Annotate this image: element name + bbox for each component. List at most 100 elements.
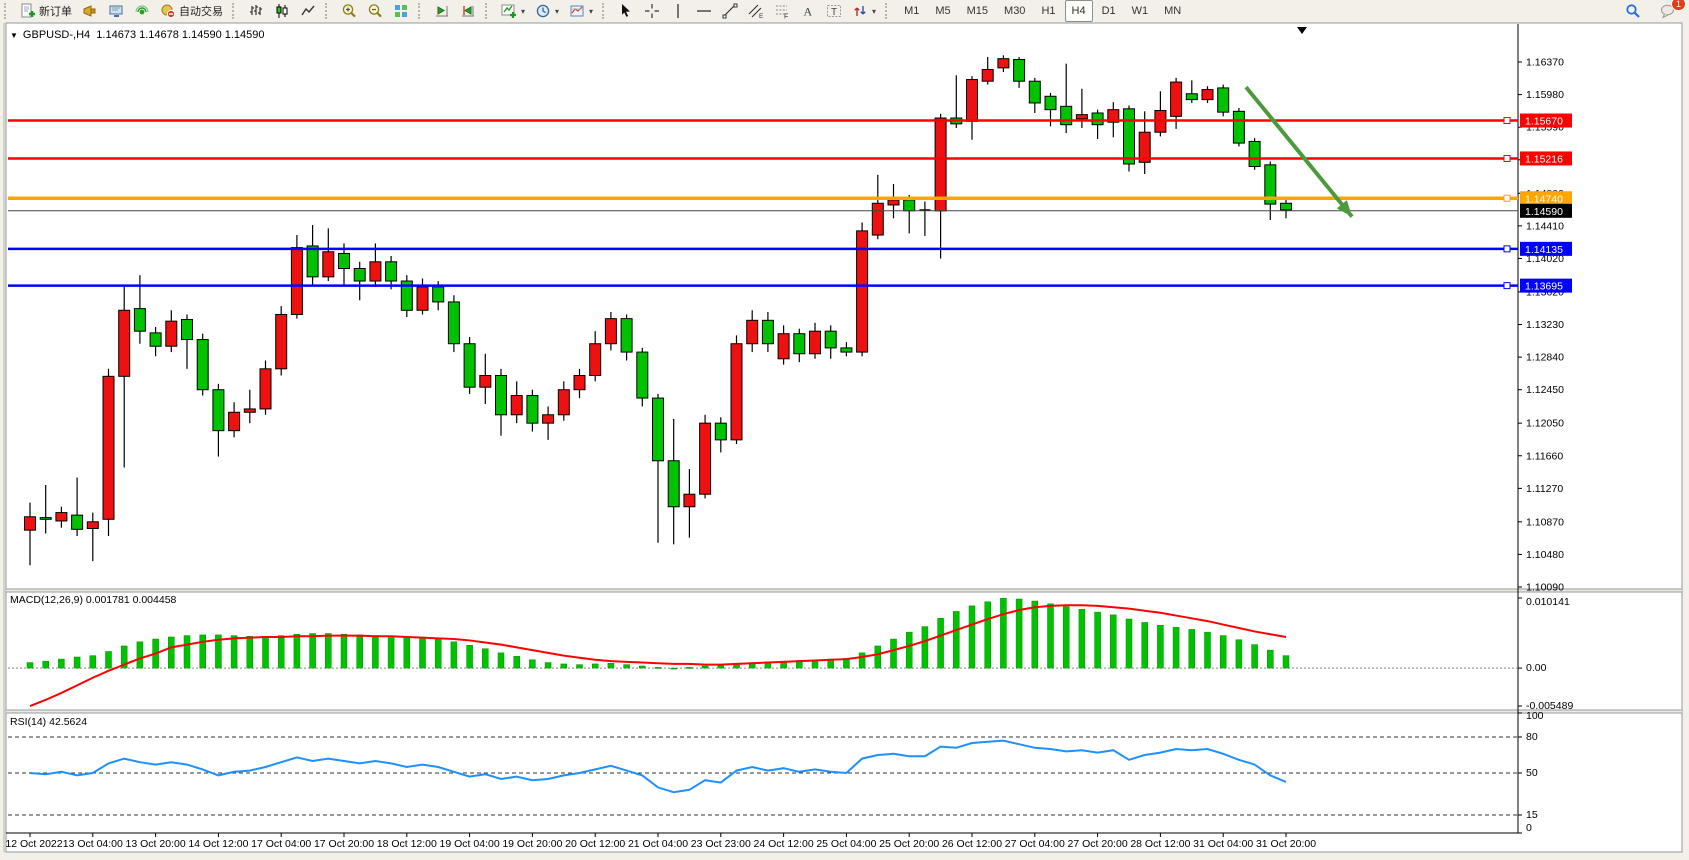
macd-histogram-bar [513, 656, 520, 669]
zoom-in-icon [342, 4, 356, 18]
templates-icon[interactable]: ▾ [565, 0, 597, 22]
candle-body [604, 318, 617, 345]
notifications-button[interactable]: 1 [1656, 0, 1686, 22]
hline-1.15670[interactable]: 1.15670 [8, 113, 1572, 128]
candle-body [667, 460, 680, 508]
timeframe-h4-button[interactable]: H4 [1064, 0, 1093, 22]
indicators-icon[interactable]: ▾ [497, 0, 529, 22]
line-chart-icon[interactable] [296, 0, 320, 22]
timeframe-mn-button[interactable]: MN [1164, 5, 1182, 17]
svg-text:31 Oct 20:00: 31 Oct 20:00 [1256, 838, 1316, 850]
timeframe-h1-button[interactable]: H1 [1041, 5, 1056, 17]
toolbar-grip [885, 3, 892, 19]
candle-body [573, 374, 586, 391]
hline-handle[interactable] [1503, 154, 1511, 162]
svg-text:1.10090: 1.10090 [1526, 582, 1564, 594]
chart-shift-marker-icon[interactable] [1297, 27, 1307, 34]
timeframe-d1-button[interactable]: D1 [1101, 5, 1116, 17]
zoom-in-icon[interactable] [337, 0, 361, 22]
equidistant-channel-icon[interactable]: E [744, 0, 768, 22]
pane-splitter[interactable] [6, 710, 1682, 713]
current-price-label: 1.14590 [1525, 206, 1563, 218]
dropdown-arrow-icon[interactable]: ▾ [589, 6, 594, 16]
auto-trading-button[interactable]: 自动交易 [156, 0, 227, 22]
macd-histogram-bar [215, 634, 222, 669]
timeframe-m5-button[interactable]: M5 [935, 5, 951, 17]
timeframe-w1-button[interactable]: W1 [1131, 5, 1149, 17]
pane-splitter[interactable] [6, 589, 1682, 592]
timeframe-m1-button[interactable]: M1 [904, 5, 920, 17]
rsi-pane: 100 80 50 150 [8, 710, 1544, 834]
hline-handle[interactable] [1503, 117, 1511, 125]
macd-histogram-bar [1000, 598, 1007, 669]
crosshair-icon[interactable] [640, 0, 664, 22]
hline-1.13695[interactable]: 1.13695 [8, 278, 1572, 293]
svg-text:13 Oct 20:00: 13 Oct 20:00 [126, 838, 186, 850]
news-icon[interactable] [78, 0, 102, 22]
fibonacci-icon[interactable]: F [770, 0, 794, 22]
timeframe-m30-button[interactable]: M30 [1004, 5, 1026, 17]
candle-body [24, 516, 36, 531]
hline-1.14135[interactable]: 1.14135 [8, 241, 1572, 256]
trend-arrow[interactable] [1244, 85, 1354, 218]
chart-canvas[interactable]: 1.163701.159801.155901.152001.148001.144… [0, 22, 1689, 860]
vertical-line-icon[interactable] [666, 0, 690, 22]
macd-histogram-bar [984, 601, 991, 669]
svg-text:1.15980: 1.15980 [1526, 89, 1564, 101]
trendline-icon[interactable] [718, 0, 742, 22]
hline-1.15216[interactable]: 1.15216 [8, 151, 1572, 166]
text-icon[interactable]: A [796, 0, 820, 22]
candle-body [652, 397, 664, 462]
macd-histogram-bar [1110, 614, 1117, 669]
periods-icon[interactable]: ▾ [531, 0, 563, 22]
tile-windows-icon[interactable] [389, 0, 413, 22]
macd-histogram-bar [356, 634, 363, 669]
dropdown-arrow-icon[interactable]: ▾ [555, 6, 560, 16]
macd-histogram-bar [1172, 627, 1180, 669]
hline-handle[interactable] [1503, 194, 1511, 202]
svg-text:26 Oct 12:00: 26 Oct 12:00 [942, 838, 1002, 850]
macd-histogram-bar [293, 633, 301, 669]
new-order-button-icon [21, 3, 35, 18]
zoom-out-icon[interactable] [363, 0, 387, 22]
chart-window: 1.163701.159801.155901.152001.148001.144… [0, 22, 1689, 860]
macd-histogram-bar [1047, 603, 1054, 669]
arrows-icon[interactable]: ▾ [848, 0, 880, 22]
new-order-button[interactable]: 新订单 [16, 0, 76, 22]
macd-histogram-bar [544, 662, 552, 669]
candle-body [228, 411, 241, 432]
symbol-collapse-arrow-icon[interactable]: ▼ [10, 31, 18, 40]
terminal-icon[interactable] [104, 0, 128, 22]
candle-body [1185, 93, 1198, 101]
macd-histogram-bar [1062, 606, 1070, 669]
chart-shift-icon[interactable] [456, 0, 480, 22]
macd-histogram-bar [1141, 622, 1148, 669]
candlestick-chart-icon[interactable] [270, 0, 294, 22]
cursor-icon[interactable] [614, 0, 638, 22]
svg-text:1.12840: 1.12840 [1526, 352, 1564, 364]
macd-histogram-bar [576, 664, 583, 669]
horizontal-line-icon[interactable] [692, 0, 716, 22]
hline-handle[interactable] [1503, 282, 1511, 290]
macd-histogram-bar [874, 645, 882, 669]
macd-histogram-bar [58, 658, 65, 669]
svg-text:1.11660: 1.11660 [1526, 450, 1563, 462]
hline-1.14740[interactable]: 1.14740 [8, 191, 1572, 206]
svg-text:1.13695: 1.13695 [1525, 281, 1563, 293]
svg-text:T: T [831, 7, 837, 18]
search-button[interactable] [1621, 0, 1645, 22]
timeframe-m15-button[interactable]: M15 [966, 5, 989, 17]
dropdown-arrow-icon[interactable]: ▾ [521, 6, 526, 16]
svg-text:14 Oct 12:00: 14 Oct 12:00 [188, 838, 248, 850]
macd-histogram-bar [921, 626, 929, 669]
text-label-icon[interactable]: T [822, 0, 846, 22]
hline-price-badge [1520, 151, 1572, 166]
auto-scroll-icon[interactable] [430, 0, 454, 22]
indicators-icon [501, 4, 516, 18]
hline-handle[interactable] [1503, 245, 1511, 253]
macd-histogram-bar [937, 618, 944, 669]
signals-icon[interactable] [130, 0, 154, 22]
bar-chart-icon[interactable] [244, 0, 268, 22]
dropdown-arrow-icon[interactable]: ▾ [872, 6, 877, 16]
candle-body [746, 319, 759, 345]
